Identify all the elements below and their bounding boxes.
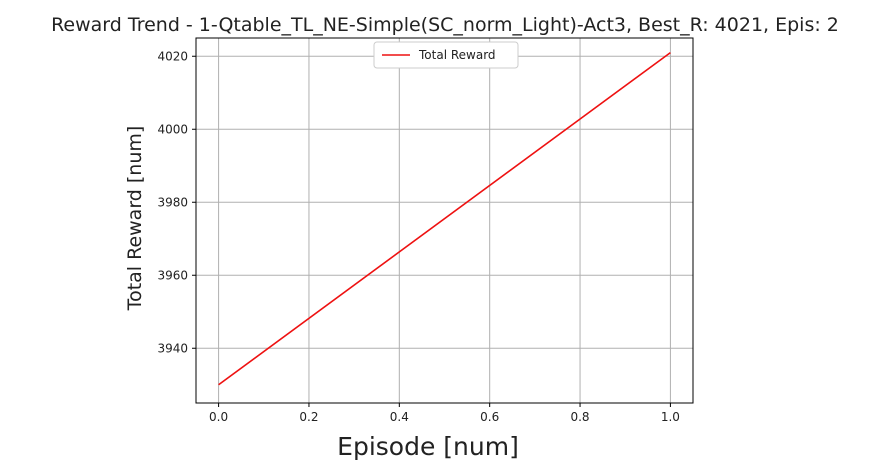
x-tick-label: 0.2 — [299, 410, 318, 424]
x-tick-label: 0.8 — [570, 410, 589, 424]
x-tick-label: 0.4 — [390, 410, 409, 424]
series-layer — [218, 51, 671, 386]
plot-frame — [195, 37, 694, 404]
y-axis-label: Total Reward [num] — [124, 126, 146, 312]
chart-title: Reward Trend - 1-Qtable_TL_NE-Simple(SC_… — [51, 14, 839, 36]
series-line-total-reward — [218, 51, 671, 386]
legend-label-total-reward: Total Reward — [418, 48, 496, 62]
x-tick-label: 0.0 — [209, 410, 228, 424]
x-axis-ticks: 0.0 0.2 0.4 0.6 0.8 1.0 — [209, 403, 680, 424]
legend: Total Reward — [373, 41, 519, 69]
y-tick-label: 4020 — [157, 49, 188, 63]
x-tick-label: 0.6 — [480, 410, 499, 424]
grid — [196, 38, 693, 403]
x-tick-label: 1.0 — [661, 410, 680, 424]
y-tick-label: 3940 — [157, 341, 188, 355]
y-tick-label: 4000 — [157, 122, 188, 136]
y-tick-label: 3980 — [157, 195, 188, 209]
y-axis-ticks: 3940 3960 3980 4000 4020 — [157, 49, 196, 355]
legend-box — [373, 41, 519, 69]
y-tick-label: 3960 — [157, 268, 188, 282]
x-axis-label: Episode [num] — [337, 432, 519, 461]
